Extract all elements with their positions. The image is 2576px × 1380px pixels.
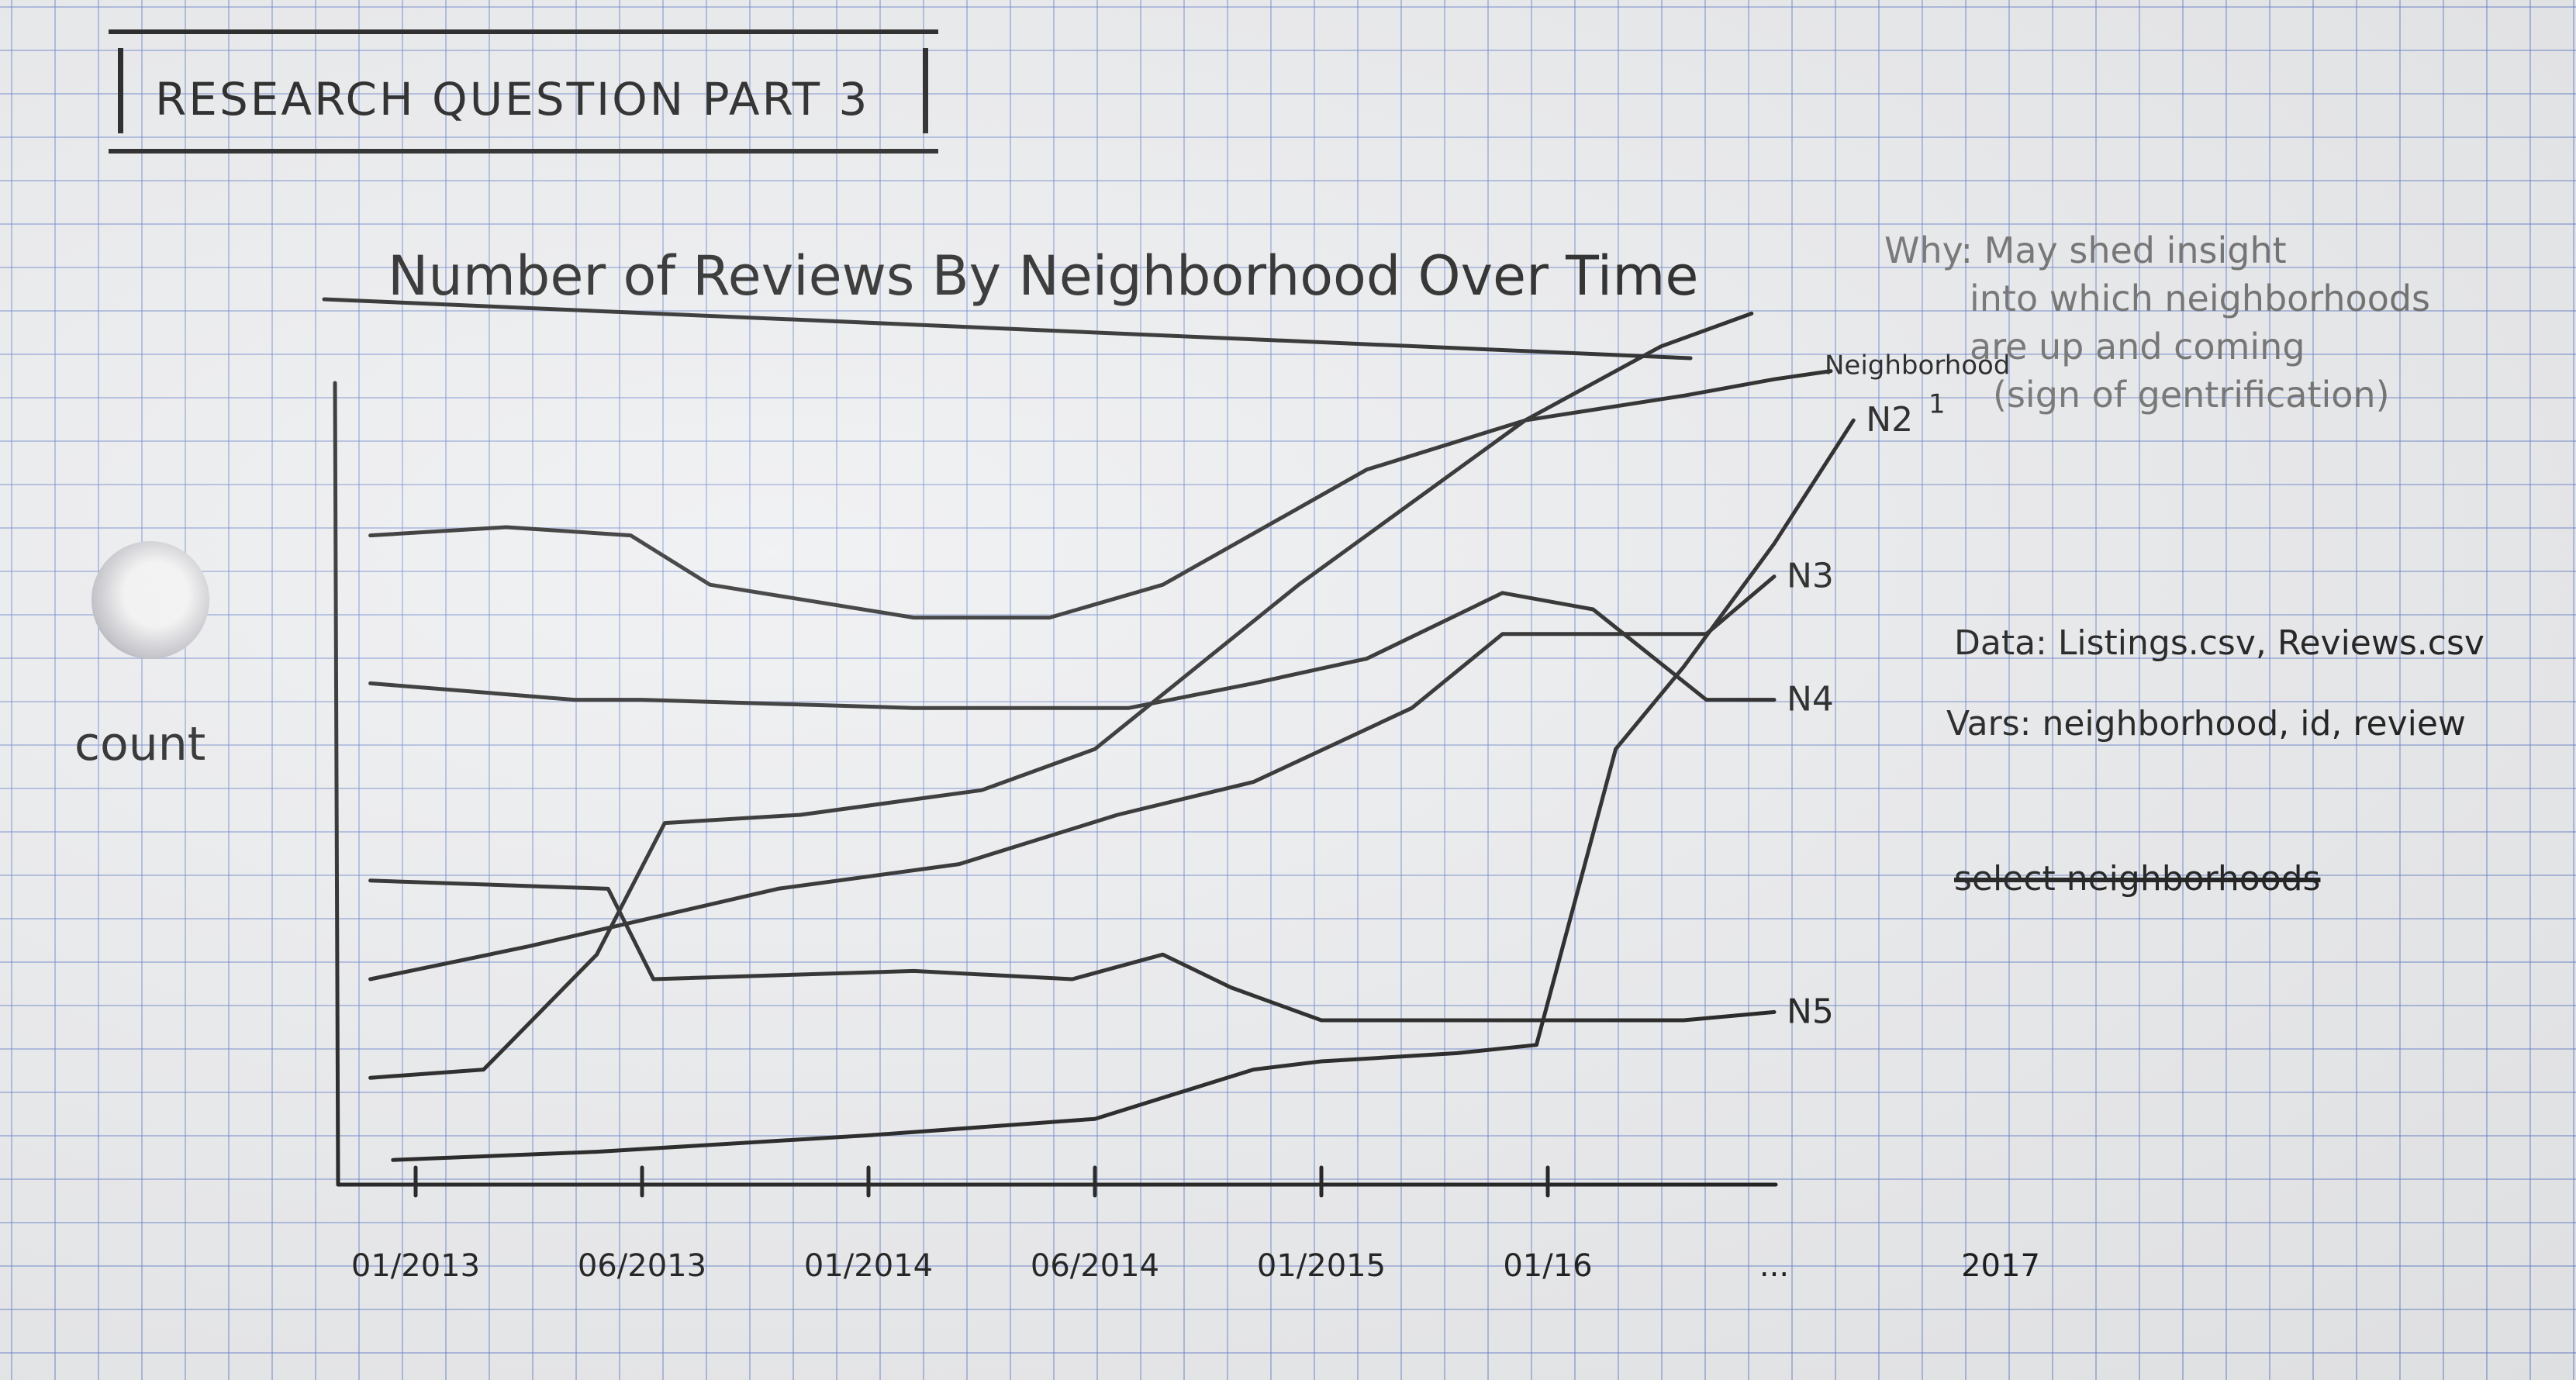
x-tick-label: 01/2014 <box>804 1248 933 1284</box>
y-axis <box>333 381 340 1187</box>
series-line <box>368 369 1833 620</box>
struck-out-note: select neighborhoods <box>1954 859 2321 899</box>
series-label: N4 <box>1787 680 1834 719</box>
data-note: Data: Listings.csv, Reviews.csv <box>1954 623 2484 663</box>
series-line <box>368 591 1777 710</box>
series-line <box>368 878 1777 1023</box>
why-note: Why: May shed insight into which neighbo… <box>1884 226 2430 419</box>
x-tick-label: 01/2013 <box>351 1248 480 1284</box>
why-line: are up and coming <box>1970 326 2305 367</box>
x-tick-label: 01/16 <box>1503 1248 1592 1284</box>
why-line: Why: May shed insight <box>1884 229 2287 271</box>
x-tick-label: 01/2015 <box>1257 1248 1386 1284</box>
series-label: N5 <box>1787 992 1834 1031</box>
series-line <box>368 311 1754 1080</box>
x-tick-label: 2017 <box>1961 1248 2040 1284</box>
title-underline <box>322 297 1693 361</box>
binder-hole <box>92 541 209 659</box>
y-axis-label: count <box>74 717 205 771</box>
vars-note: Vars: neighborhood, id, review <box>1946 704 2466 743</box>
series-label: N2 <box>1866 400 1913 440</box>
research-question-box: RESEARCH QUESTION PART 3 <box>109 29 938 154</box>
x-tick-label: ... <box>1759 1248 1789 1284</box>
series-label: Neighborhood <box>1825 350 2010 381</box>
series-label: N3 <box>1787 557 1834 596</box>
series-label: 1 <box>1929 389 1946 420</box>
research-question-title: RESEARCH QUESTION PART 3 <box>155 73 870 126</box>
series-line <box>368 574 1777 982</box>
chart-title: Number of Reviews By Neighborhood Over T… <box>388 244 1698 308</box>
series-line <box>391 418 1856 1162</box>
why-line: (sign of gentrification) <box>1993 374 2390 416</box>
why-line: into which neighborhoods <box>1970 278 2431 319</box>
x-tick-label: 06/2014 <box>1031 1248 1159 1284</box>
x-tick-label: 06/2013 <box>578 1248 706 1284</box>
